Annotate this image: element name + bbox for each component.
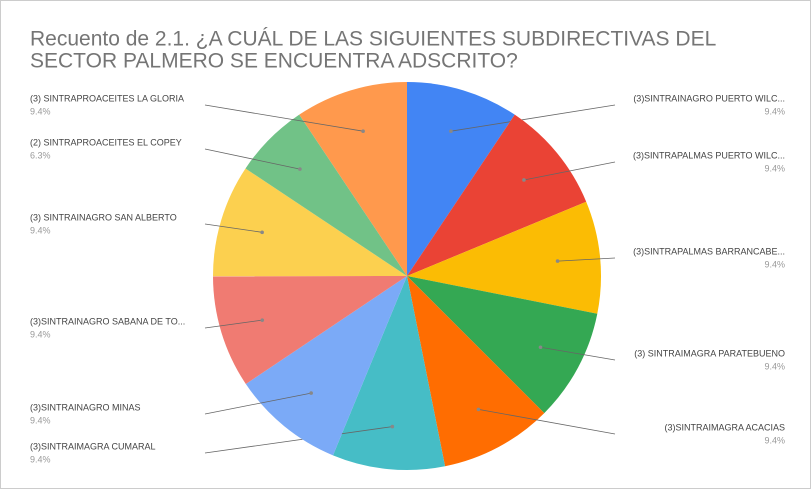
- slice-value: 9.4%: [30, 454, 51, 464]
- slice-value: 9.4%: [764, 435, 785, 445]
- pie-slice: [407, 114, 587, 276]
- slice-value: 6.3%: [30, 150, 51, 160]
- slice-value: 9.4%: [764, 163, 785, 173]
- slice-label: (3)SINTRAIMAGRA ACACIAS: [664, 422, 785, 432]
- leader-line: [204, 223, 263, 233]
- chart-title: SECTOR PALMERO SE ENCUENTRA ADSCRITO?: [30, 50, 518, 73]
- slice-value: 9.4%: [764, 259, 785, 269]
- pie-slice: [407, 276, 545, 467]
- pie-slice: [407, 82, 515, 276]
- pie-slice: [332, 276, 446, 470]
- pie-slice: [407, 276, 598, 414]
- leader-line: [204, 426, 393, 454]
- leader-dot: [476, 407, 481, 412]
- pie-slice: [245, 276, 407, 456]
- pie-slice: [299, 82, 407, 276]
- leader-dot: [361, 129, 365, 133]
- leader-dot: [260, 230, 264, 235]
- slice-value: 9.4%: [30, 329, 51, 339]
- slice-label: (3)SINTRAPALMAS PUERTO WILC...: [633, 150, 785, 160]
- pie-slice: [213, 168, 407, 277]
- leader-line: [557, 257, 616, 262]
- pie-slice: [245, 114, 407, 276]
- leader-line: [478, 408, 616, 435]
- leader-dot: [538, 345, 543, 350]
- slice-label: (3)SINTRAINAGRO PUERTO WILC...: [633, 93, 785, 103]
- slice-value: 9.4%: [30, 106, 51, 116]
- leader-line: [204, 392, 312, 415]
- leader-dot: [555, 259, 560, 263]
- slice-label: (3)SINTRAINAGRO SABANA DE TO...: [30, 316, 185, 326]
- leader-dot: [309, 391, 313, 395]
- slice-label: (3)SINTRAINAGRO MINAS: [30, 402, 141, 412]
- slice-value: 9.4%: [764, 361, 785, 371]
- slice-label: (3) SINTRAINAGRO SAN ALBERTO: [30, 212, 177, 222]
- leader-dot: [260, 318, 265, 322]
- pie-slice: [213, 276, 407, 385]
- leader-line: [540, 346, 616, 361]
- slice-label: (3)SINTRAIMAGRA CUMARAL: [30, 441, 156, 451]
- pie-slice: [407, 201, 602, 314]
- leader-line: [204, 319, 263, 329]
- slice-value: 9.4%: [764, 106, 785, 116]
- leader-line: [450, 104, 616, 132]
- leader-line: [523, 161, 616, 181]
- chart-title: Recuento de 2.1. ¿A CUÁL DE LAS SIGUIENT…: [30, 28, 716, 51]
- leader-line: [204, 148, 300, 170]
- leader-dot: [449, 129, 453, 133]
- leader-dot: [298, 167, 302, 171]
- leader-dot: [522, 178, 526, 182]
- slice-value: 9.4%: [30, 415, 51, 425]
- leader-line: [204, 104, 364, 132]
- slice-value: 9.4%: [30, 225, 51, 235]
- slice-label: (3) SINTRAIMAGRA PARATEBUENO: [634, 348, 785, 358]
- slice-label: (3)SINTRAPALMAS BARRANCABE...: [633, 246, 785, 256]
- leader-dot: [390, 424, 395, 429]
- slice-label: (3) SINTRAPROACEITES LA GLORIA: [30, 93, 184, 103]
- slice-label: (2) SINTRAPROACEITES EL COPEY: [30, 137, 182, 147]
